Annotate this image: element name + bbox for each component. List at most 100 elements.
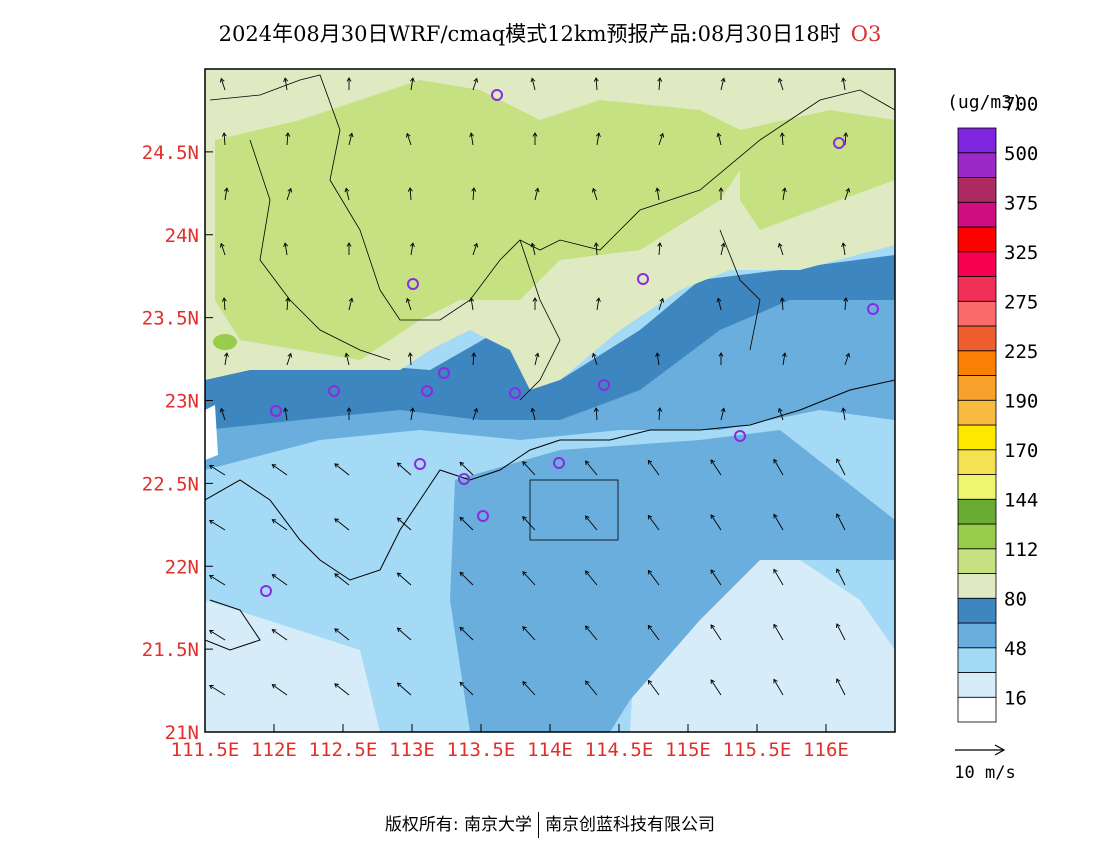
wind-arrow xyxy=(531,78,536,91)
wind-arrowhead xyxy=(836,513,841,518)
wind-arrowhead xyxy=(473,242,479,248)
wind-arrow xyxy=(647,460,660,476)
station-marker xyxy=(598,379,610,391)
wind-arrowhead xyxy=(348,132,354,138)
wind-arrowhead xyxy=(208,684,214,690)
wind-arrowhead xyxy=(283,77,289,83)
wind-arrow xyxy=(209,685,226,696)
legend-swatch xyxy=(957,375,997,401)
station-marker xyxy=(421,385,433,397)
x-tick-label: 114.5E xyxy=(585,739,654,761)
wind-arrow xyxy=(284,78,288,91)
wind-arrowhead xyxy=(773,678,778,684)
station-marker xyxy=(867,303,879,315)
wind-arrow xyxy=(409,353,412,366)
wind-arrowhead xyxy=(459,571,465,577)
wind-arrow xyxy=(348,298,353,311)
wind-arrowhead xyxy=(522,626,527,631)
wind-arrow xyxy=(209,465,226,476)
wind-arrowhead xyxy=(208,519,214,525)
wind-arrowhead xyxy=(659,297,665,303)
wind-arrow xyxy=(595,408,598,421)
y-tick-label: 22.5N xyxy=(142,473,199,495)
wind-arrowhead xyxy=(530,407,536,413)
station-marker xyxy=(328,385,340,397)
wind-arrowhead xyxy=(219,77,225,83)
wind-arrowhead xyxy=(396,572,402,578)
wind-arrow xyxy=(656,188,660,201)
wind-arrow xyxy=(472,408,478,421)
wind-arrow xyxy=(658,243,661,256)
legend-swatch xyxy=(957,276,997,302)
wind-arrow xyxy=(522,626,536,641)
wind-arrow xyxy=(773,624,784,641)
legend-swatch xyxy=(957,696,997,723)
wind-arrow xyxy=(410,243,414,256)
legend-swatch xyxy=(957,300,997,327)
wind-arrowhead xyxy=(845,352,851,358)
wind-arrowhead xyxy=(459,461,465,467)
legend-swatch xyxy=(957,474,997,500)
wind-arrowhead xyxy=(841,242,847,248)
wind-arrowhead xyxy=(585,625,590,631)
wind-arrowhead xyxy=(657,407,663,412)
wind-arrowhead xyxy=(287,352,293,358)
legend-level-label: 48 xyxy=(1004,638,1027,660)
wind-arrow xyxy=(592,188,598,201)
x-tick-label: 113E xyxy=(389,739,435,761)
wind-arrow xyxy=(223,298,226,311)
x-tick-label: 115E xyxy=(665,739,711,761)
wind-arrow xyxy=(522,516,536,531)
wind-arrowhead xyxy=(657,242,663,247)
wind-arrow xyxy=(472,78,478,91)
wind-arrowhead xyxy=(396,627,402,633)
wind-arrow xyxy=(720,408,725,421)
wind-arrowhead xyxy=(845,187,851,193)
wind-arrowhead xyxy=(773,458,778,464)
wind-arrowhead xyxy=(208,464,214,470)
wind-arrow xyxy=(836,568,846,586)
wind-arrowhead xyxy=(271,684,277,689)
leizhou-coast xyxy=(205,599,261,651)
legend-swatch xyxy=(957,127,997,154)
wind-arrowhead xyxy=(346,407,352,412)
wind-arrowhead xyxy=(459,516,465,522)
wind-arrow xyxy=(470,298,474,311)
legend-swatch xyxy=(957,622,997,649)
wind-arrow xyxy=(286,133,289,146)
wind-arrowhead xyxy=(710,679,715,684)
wind-arrow xyxy=(782,353,786,366)
city-border-west xyxy=(249,139,391,361)
wind-arrowhead xyxy=(409,407,415,413)
legend-swatch xyxy=(957,251,997,277)
wind-arrow xyxy=(534,353,539,366)
legend-swatch xyxy=(957,498,997,525)
station-marker xyxy=(438,367,450,379)
wind-arrow xyxy=(220,408,226,421)
wind-arrowhead xyxy=(532,132,538,137)
wind-arrowhead xyxy=(593,242,599,247)
wind-arrowhead xyxy=(779,132,785,137)
wind-arrowhead xyxy=(720,77,726,83)
wind-arrow xyxy=(406,298,412,311)
wind-arrowhead xyxy=(407,352,413,357)
wind-arrowhead xyxy=(595,297,601,303)
wind-arrows xyxy=(208,77,851,696)
wind-arrow xyxy=(224,353,228,366)
station-marker xyxy=(491,89,503,101)
hk-box xyxy=(529,479,619,541)
legend-swatch xyxy=(957,672,997,698)
legend-level-label: 112 xyxy=(1004,539,1038,561)
wind-arrowhead xyxy=(348,297,354,303)
wind-arrow xyxy=(585,570,598,586)
wind-arrowhead xyxy=(777,77,783,83)
wind-arrow xyxy=(647,570,660,586)
wind-arrowhead xyxy=(471,352,477,357)
wind-arrow xyxy=(334,518,350,531)
wind-arrow xyxy=(710,679,722,696)
wind-arrow xyxy=(781,298,784,311)
wind-arrowhead xyxy=(593,77,599,82)
wind-arrowhead xyxy=(595,132,601,138)
wind-arrow xyxy=(459,462,474,476)
